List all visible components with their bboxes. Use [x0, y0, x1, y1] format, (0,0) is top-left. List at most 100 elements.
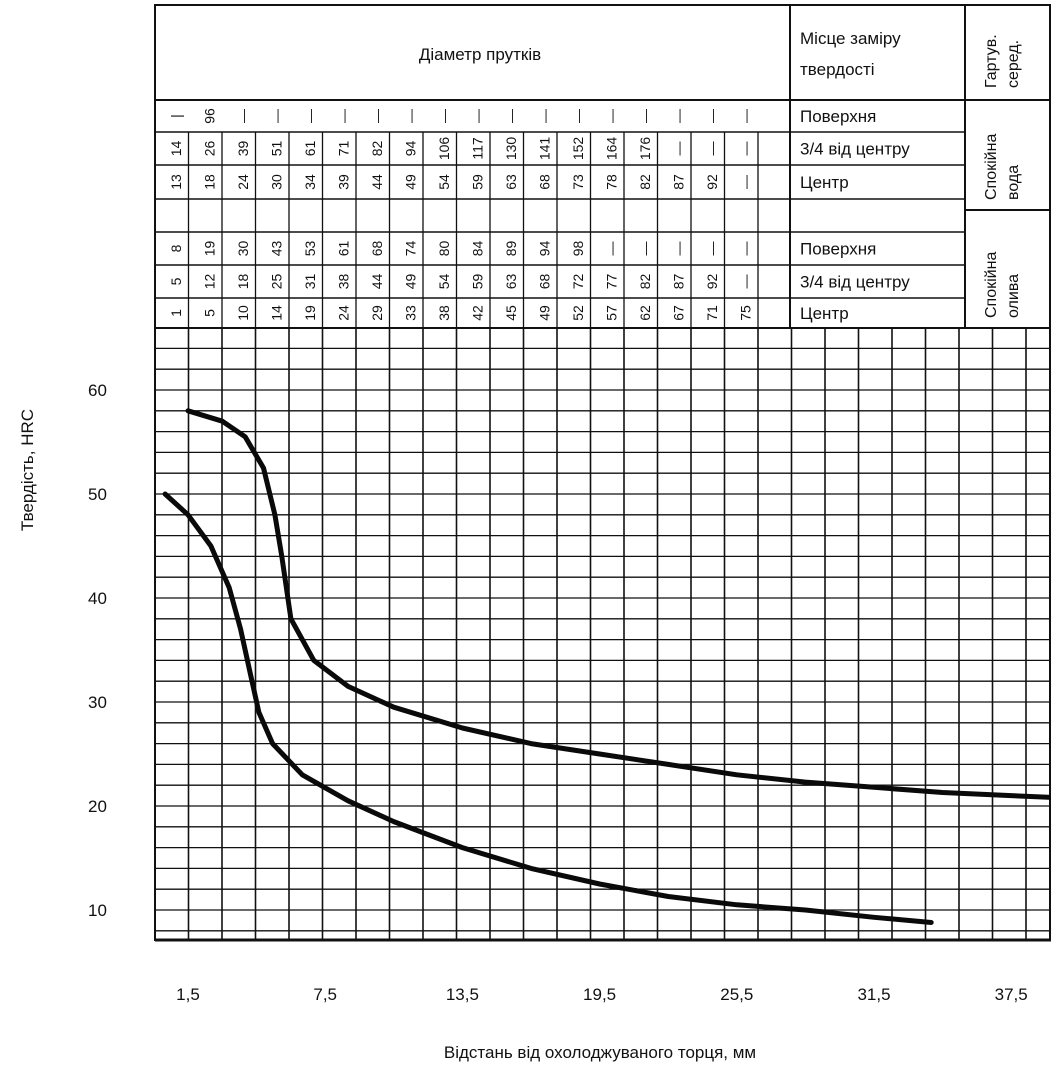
x-tick-label: 31,5	[857, 985, 890, 1004]
water-medium-line2: вода	[1005, 165, 1022, 200]
table-cell: —	[738, 109, 754, 123]
table-cell: 57	[604, 305, 620, 321]
table-cell: 24	[235, 174, 251, 190]
table-cell: 54	[436, 274, 452, 290]
table-cell: 98	[570, 241, 586, 257]
plot-grid	[155, 327, 1051, 940]
y-tick-label: 20	[88, 797, 107, 816]
table-cell: 45	[503, 305, 519, 321]
table-cell: 78	[604, 174, 620, 190]
table-cell: 87	[671, 274, 687, 290]
oil-medium-line1: Спокійна	[983, 252, 1000, 318]
table-cell: 43	[269, 241, 285, 257]
table-cell: 130	[503, 137, 519, 161]
table-cell: 54	[436, 174, 452, 190]
table-cell: 53	[302, 241, 318, 257]
table-cell: —	[738, 142, 754, 156]
table-cell: 51	[269, 141, 285, 157]
table-cell: 71	[704, 305, 720, 321]
table-cell: —	[704, 242, 720, 256]
table-cell: 26	[202, 141, 218, 157]
table-cell: 71	[336, 141, 352, 157]
table-cell: 67	[671, 305, 687, 321]
table-cell: 61	[302, 141, 318, 157]
table-cell: 61	[336, 241, 352, 257]
table-cell: 19	[202, 241, 218, 257]
medium-title-line2: серед.	[1005, 40, 1022, 88]
measure-place-label: 3/4 від центру	[800, 273, 910, 292]
table-cell: 63	[503, 274, 519, 290]
table-cell: 18	[235, 274, 251, 290]
table-cell: 106	[436, 137, 452, 161]
y-axis-label: Твердість, HRC	[18, 409, 37, 531]
table-cell: —	[336, 109, 352, 123]
table-cell: 42	[470, 305, 486, 321]
table-cell: 92	[704, 274, 720, 290]
table-cell: —	[436, 109, 452, 123]
table-cell: 31	[302, 274, 318, 290]
table-cell: 62	[637, 305, 653, 321]
table-cell: —	[403, 109, 419, 123]
measure-place-label: Поверхня	[800, 107, 876, 126]
table-cell: 94	[403, 141, 419, 157]
table-cell: —	[738, 242, 754, 256]
table-cell: —	[671, 142, 687, 156]
y-tick-label: 40	[88, 589, 107, 608]
table-cell: 141	[537, 137, 553, 161]
table-cell: 87	[671, 174, 687, 190]
table-cell: 49	[537, 305, 553, 321]
y-tick-label: 30	[88, 693, 107, 712]
x-tick-label: 37,5	[995, 985, 1028, 1004]
table-cell: 18	[202, 174, 218, 190]
table-cell: 73	[570, 174, 586, 190]
table-cell: 63	[503, 174, 519, 190]
table-cell: 52	[570, 305, 586, 321]
table-cell: 33	[403, 305, 419, 321]
measure-place-label: Поверхня	[800, 240, 876, 259]
table-cell: —	[537, 109, 553, 123]
water-medium-line1: Спокійна	[983, 134, 1000, 200]
table-cell: 38	[436, 305, 452, 321]
table-cell: 89	[503, 241, 519, 257]
table-cell: —	[235, 109, 251, 123]
series-line-2	[162, 491, 934, 925]
series-lines	[162, 408, 1051, 925]
y-tick-label: 60	[88, 381, 107, 400]
table-cell: 34	[302, 174, 318, 190]
table-cell: |	[168, 114, 184, 118]
table-cell: 19	[302, 305, 318, 321]
measure-place-label: 3/4 від центру	[800, 140, 910, 159]
table-cell: 12	[202, 274, 218, 290]
table-cell: 84	[470, 241, 486, 257]
table-cell: —	[738, 175, 754, 189]
table-cell: —	[604, 242, 620, 256]
measure-place-title-line2: твердості	[800, 60, 875, 79]
table-cell: 164	[604, 137, 620, 161]
y-tick-label: 10	[88, 901, 107, 920]
x-tick-label: 13,5	[446, 985, 479, 1004]
table-cell: 77	[604, 274, 620, 290]
table-cell: 30	[269, 174, 285, 190]
table-cell: —	[704, 109, 720, 123]
table-cell: 96	[202, 108, 218, 124]
measure-place-label: Центр	[800, 304, 849, 323]
table-cell: 59	[470, 274, 486, 290]
measure-place-label: Центр	[800, 173, 849, 192]
y-tick-label: 50	[88, 485, 107, 504]
table-cell: —	[369, 109, 385, 123]
table-cell: 75	[738, 305, 754, 321]
table-cell: —	[637, 242, 653, 256]
table-cell: 24	[336, 305, 352, 321]
table-cell: —	[269, 109, 285, 123]
x-axis-label: Відстань від охолоджуваного торця, мм	[444, 1043, 756, 1062]
measure-place-title-line1: Місце заміру	[800, 29, 901, 48]
table-cell: 74	[403, 241, 419, 257]
table-cell: 1	[168, 309, 184, 317]
table-cell: 80	[436, 241, 452, 257]
table-cell: 30	[235, 241, 251, 257]
table-cell: 13	[168, 174, 184, 190]
table-cell: 29	[369, 305, 385, 321]
table-cell: —	[570, 109, 586, 123]
